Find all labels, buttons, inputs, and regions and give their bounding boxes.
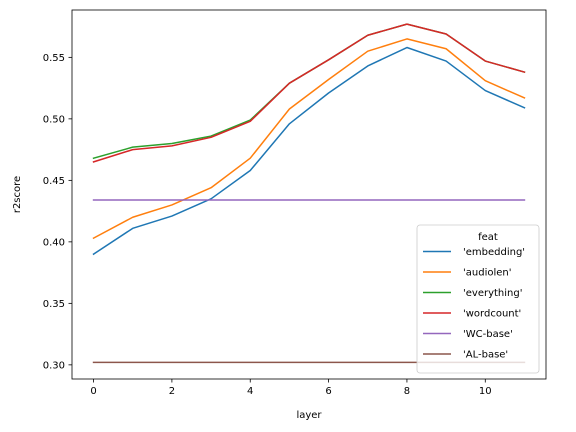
- y-tick-label: 0.50: [43, 114, 65, 125]
- y-tick-label: 0.40: [43, 237, 65, 248]
- series-line-0: [92, 46, 526, 256]
- y-axis-label: r2score: [12, 176, 23, 213]
- series-line-1: [92, 38, 526, 240]
- x-tick-label: 0: [90, 386, 96, 397]
- x-tick-label: 10: [479, 386, 492, 397]
- x-tick-label: 4: [247, 386, 253, 397]
- legend-label: 'embedding': [463, 247, 525, 258]
- series-line-3: [92, 23, 526, 163]
- legend-label: 'WC-base': [463, 329, 513, 340]
- plot-frame: [71, 9, 547, 380]
- legend-label: 'wordcount': [463, 309, 521, 320]
- x-axis-label: layer: [296, 410, 322, 421]
- legend-box: [416, 224, 540, 374]
- legend-title: feat: [478, 232, 498, 243]
- x-tick-label: 6: [325, 386, 331, 397]
- y-tick-label: 0.30: [43, 360, 65, 371]
- y-tick-label: 0.35: [43, 299, 65, 310]
- legend: feat 'embedding' 'audiolen' 'everything' 'w…: [416, 224, 540, 374]
- legend-items: 'embedding' 'audiolen' 'everything' 'wordco…: [423, 247, 525, 361]
- legend-label: 'AL-base': [463, 350, 508, 361]
- y-axis-ticks: 0.30 0.35 0.40 0.45 0.50 0.55: [43, 53, 72, 371]
- x-tick-label: 2: [169, 386, 175, 397]
- x-tick-label: 8: [404, 386, 410, 397]
- legend-label: 'everything': [463, 288, 522, 299]
- legend-label: 'audiolen': [463, 268, 511, 279]
- y-tick-label: 0.55: [43, 53, 65, 64]
- y-tick-label: 0.45: [43, 176, 65, 187]
- x-axis-ticks: 0 2 4 6 8 10: [90, 379, 492, 397]
